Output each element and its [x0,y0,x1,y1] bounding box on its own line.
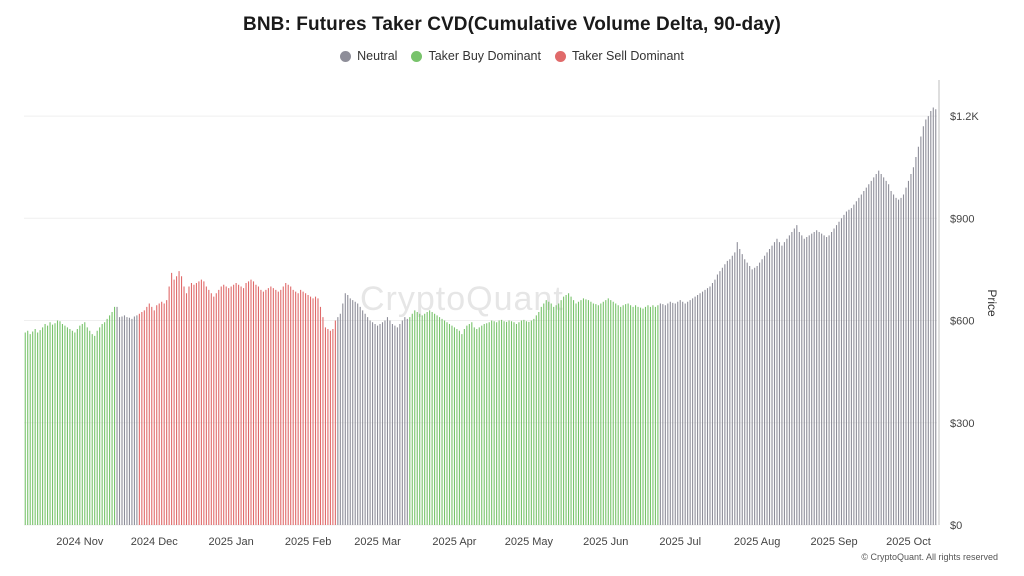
legend-dot-buy [411,50,423,62]
x-tick-label: 2025 Jul [659,536,701,548]
legend-label-neutral: Neutral [357,49,398,63]
legend-item-sell[interactable]: Taker Sell Dominant [555,49,684,63]
copyright-notice: © CryptoQuant. All rights reserved [861,552,998,562]
y-tick-label: $900 [950,213,974,225]
x-tick-label: 2025 Jan [209,536,254,548]
y-tick-label: $1.2K [950,111,979,123]
x-tick-label: 2025 Jun [583,536,628,548]
y-tick-label: $600 [950,316,974,328]
x-tick-label: 2025 Sep [810,536,857,548]
x-tick-label: 2025 Mar [354,536,401,548]
legend-dot-neutral [340,50,352,62]
legend-item-neutral[interactable]: Neutral [340,49,397,63]
watermark: CryptoQuant [360,280,564,318]
x-tick-label: 2025 Oct [886,536,931,548]
x-tick-label: 2025 May [505,536,554,548]
x-tick-label: 2025 Aug [734,536,781,548]
legend-label-sell: Taker Sell Dominant [572,49,684,63]
x-tick-label: 2024 Dec [131,536,179,548]
legend-label-buy: Taker Buy Dominant [428,49,541,63]
x-tick-label: 2025 Feb [285,536,331,548]
legend-dot-sell [555,50,566,62]
y-tick-label: $0 [950,520,962,532]
x-tick-label: 2024 Nov [56,536,104,548]
y-axis-title: Price [985,289,999,317]
y-tick-label: $300 [950,418,974,430]
legend: Neutral Taker Buy Dominant Taker Sell Do… [0,49,1024,63]
legend-item-buy[interactable]: Taker Buy Dominant [411,49,541,63]
chart-title: BNB: Futures Taker CVD(Cumulative Volume… [243,14,781,35]
x-tick-label: 2025 Apr [432,536,476,548]
